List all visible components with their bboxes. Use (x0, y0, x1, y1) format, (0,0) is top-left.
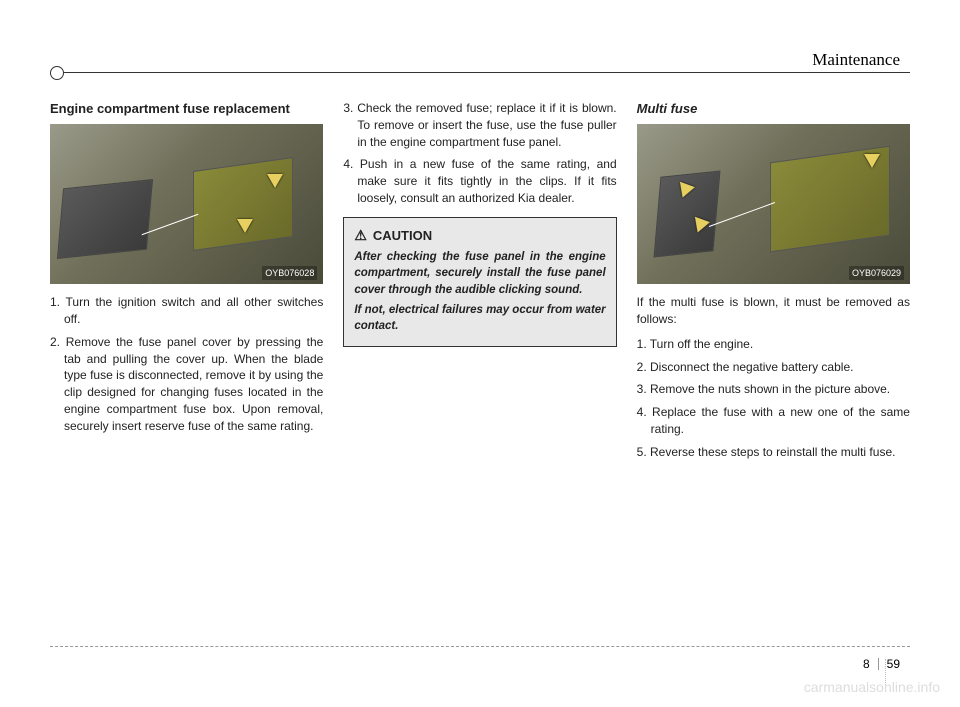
column-2: 3. Check the removed fuse; replace it if… (343, 100, 616, 467)
col3-step1: 1. Turn off the engine. (637, 336, 910, 353)
caution-p2: If not, electrical failures may occur fr… (354, 302, 605, 334)
content-columns: Engine compartment fuse replacement OYB0… (50, 100, 910, 467)
col3-intro: If the multi fuse is blown, it must be r… (637, 294, 910, 328)
col1-step1: 1. Turn the ignition switch and all othe… (50, 294, 323, 328)
arrow-icon (237, 219, 253, 233)
section-title: Maintenance (812, 50, 900, 70)
column-1: Engine compartment fuse replacement OYB0… (50, 100, 323, 467)
col3-step4: 4. Replace the fuse with a new one of th… (637, 404, 910, 438)
col1-heading: Engine compartment fuse replacement (50, 100, 323, 118)
arrow-icon (267, 174, 283, 188)
caution-box: CAUTION After checking the fuse panel in… (343, 217, 616, 347)
col3-step2: 2. Disconnect the negative battery cable… (637, 359, 910, 376)
footer-rule (50, 646, 910, 647)
col2-step3: 3. Check the removed fuse; replace it if… (343, 100, 616, 150)
figure-code: OYB076028 (262, 266, 317, 281)
col3-step5: 5. Reverse these steps to reinstall the … (637, 444, 910, 461)
column-3: Multi fuse OYB076029 If the multi fuse i… (637, 100, 910, 467)
figure-code: OYB076029 (849, 266, 904, 281)
figure-engine-fuse: OYB076028 (50, 124, 323, 284)
figure-callout-line (142, 214, 199, 235)
watermark: carmanualsonline.info (804, 679, 940, 695)
col2-step4: 4. Push in a new fuse of the same rating… (343, 156, 616, 206)
figure-fusebox-shape (193, 157, 293, 251)
manual-page: Maintenance Engine compartment fuse repl… (0, 0, 960, 707)
page-separator (878, 658, 879, 670)
page-number-value: 59 (887, 657, 900, 671)
figure-multi-fuse: OYB076029 (637, 124, 910, 284)
col3-subheading: Multi fuse (637, 100, 910, 118)
figure-panel-shape (57, 179, 153, 259)
caution-title: CAUTION (354, 226, 605, 246)
header-rule (50, 72, 910, 73)
caution-p1: After checking the fuse panel in the eng… (354, 249, 605, 297)
col3-step3: 3. Remove the nuts shown in the picture … (637, 381, 910, 398)
col1-step2: 2. Remove the fuse panel cover by pressi… (50, 334, 323, 435)
page-number: 8 59 (863, 657, 900, 671)
figure-callout-line (709, 202, 775, 227)
chapter-number: 8 (863, 657, 870, 671)
arrow-icon (864, 154, 880, 168)
